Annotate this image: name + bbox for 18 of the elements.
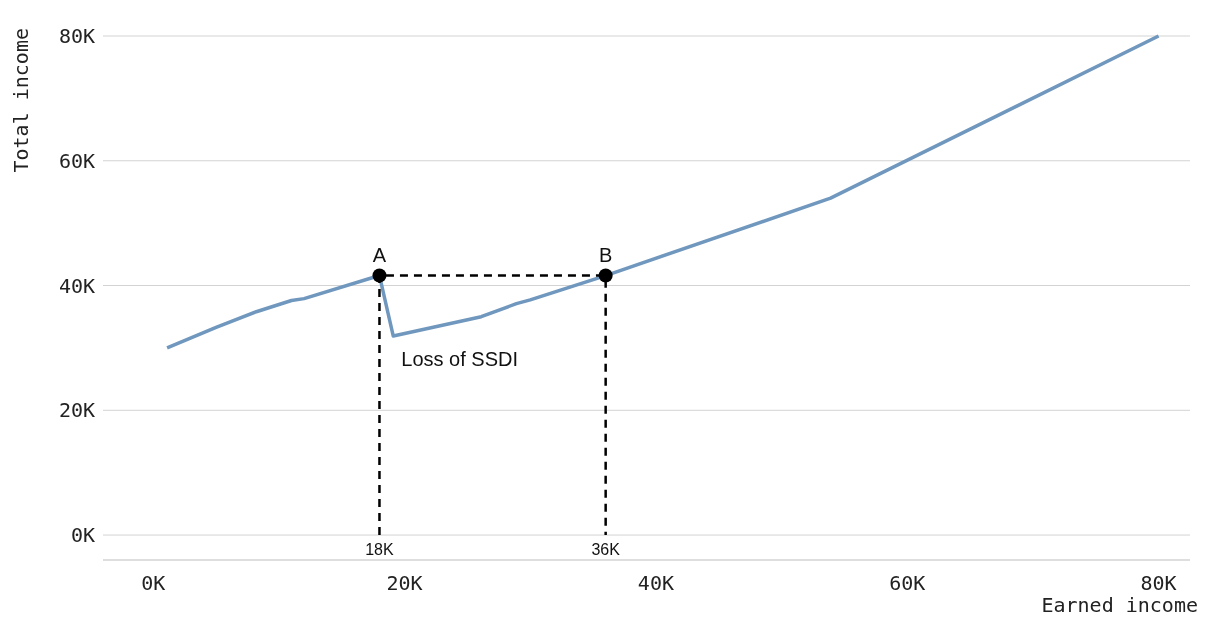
x-tick-label: 0K (141, 571, 166, 595)
line-series (165, 34, 1161, 350)
y-tick-label: 20K (58, 398, 95, 423)
x-tick-label: 80K (1140, 571, 1177, 595)
annotation: 18K (365, 541, 395, 559)
x-tick-label: 20K (386, 571, 423, 595)
x-tick-label: 60K (889, 571, 926, 595)
x-tick-label: 40K (637, 571, 674, 595)
annotation: B (598, 243, 613, 266)
y-tick-label: 0K (70, 523, 95, 548)
y-tick-label: 80K (58, 24, 95, 48)
annotation: Loss of SSDI (401, 348, 518, 371)
y-tick-label: 60K (58, 148, 95, 173)
x-axis-title: Earned income (1041, 593, 1198, 617)
y-axis-title: Total income (9, 28, 33, 173)
annotation: A (372, 243, 387, 266)
y-tick-label: 40K (58, 273, 95, 298)
annotation: 36K (591, 541, 621, 559)
